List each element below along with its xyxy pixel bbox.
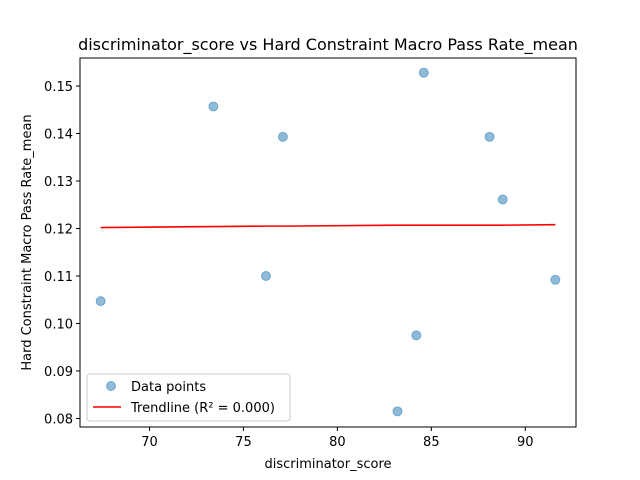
y-tick-label: 0.08 (44, 412, 73, 427)
chart-title: discriminator_score vs Hard Constraint M… (78, 35, 578, 55)
y-tick-label: 0.10 (44, 317, 73, 332)
y-axis: 0.08 0.09 0.10 0.11 0.12 0.13 0.14 0.15 (44, 80, 80, 427)
data-point (261, 270, 271, 281)
data-points-layer (95, 67, 561, 417)
data-point (411, 330, 422, 341)
data-point (277, 131, 288, 142)
plot-area (95, 67, 561, 417)
data-point (484, 131, 495, 142)
y-axis-label: Hard Constraint Macro Pass Rate_mean (20, 114, 35, 370)
data-point (550, 274, 561, 285)
data-point (208, 101, 219, 112)
data-point (497, 194, 508, 205)
data-point (392, 406, 403, 417)
y-tick-label: 0.14 (44, 128, 73, 143)
y-tick-label: 0.09 (44, 365, 73, 380)
y-tick-label: 0.12 (44, 222, 73, 237)
trendline-layer (100, 223, 556, 229)
y-tick-label: 0.13 (44, 175, 73, 190)
plot-frame (79, 57, 577, 428)
data-point (95, 296, 106, 307)
x-tick-label: 90 (517, 435, 534, 450)
legend-marker-data-points (106, 381, 116, 391)
y-tick-label: 0.11 (44, 270, 73, 285)
x-tick-label: 70 (141, 435, 158, 450)
data-point (418, 67, 429, 78)
x-axis: 70 75 80 85 90 (141, 427, 534, 450)
legend: Data points Trendline (R² = 0.000) (86, 373, 291, 422)
trendline (100, 223, 556, 229)
x-axis-label: discriminator_score (264, 457, 391, 472)
y-tick-label: 0.15 (44, 80, 73, 95)
legend-label-trendline: Trendline (R² = 0.000) (130, 401, 275, 416)
x-tick-label: 75 (235, 435, 252, 450)
x-tick-label: 80 (329, 435, 346, 450)
legend-frame (86, 373, 291, 422)
legend-label-data-points: Data points (131, 380, 206, 395)
x-tick-label: 85 (423, 435, 440, 450)
